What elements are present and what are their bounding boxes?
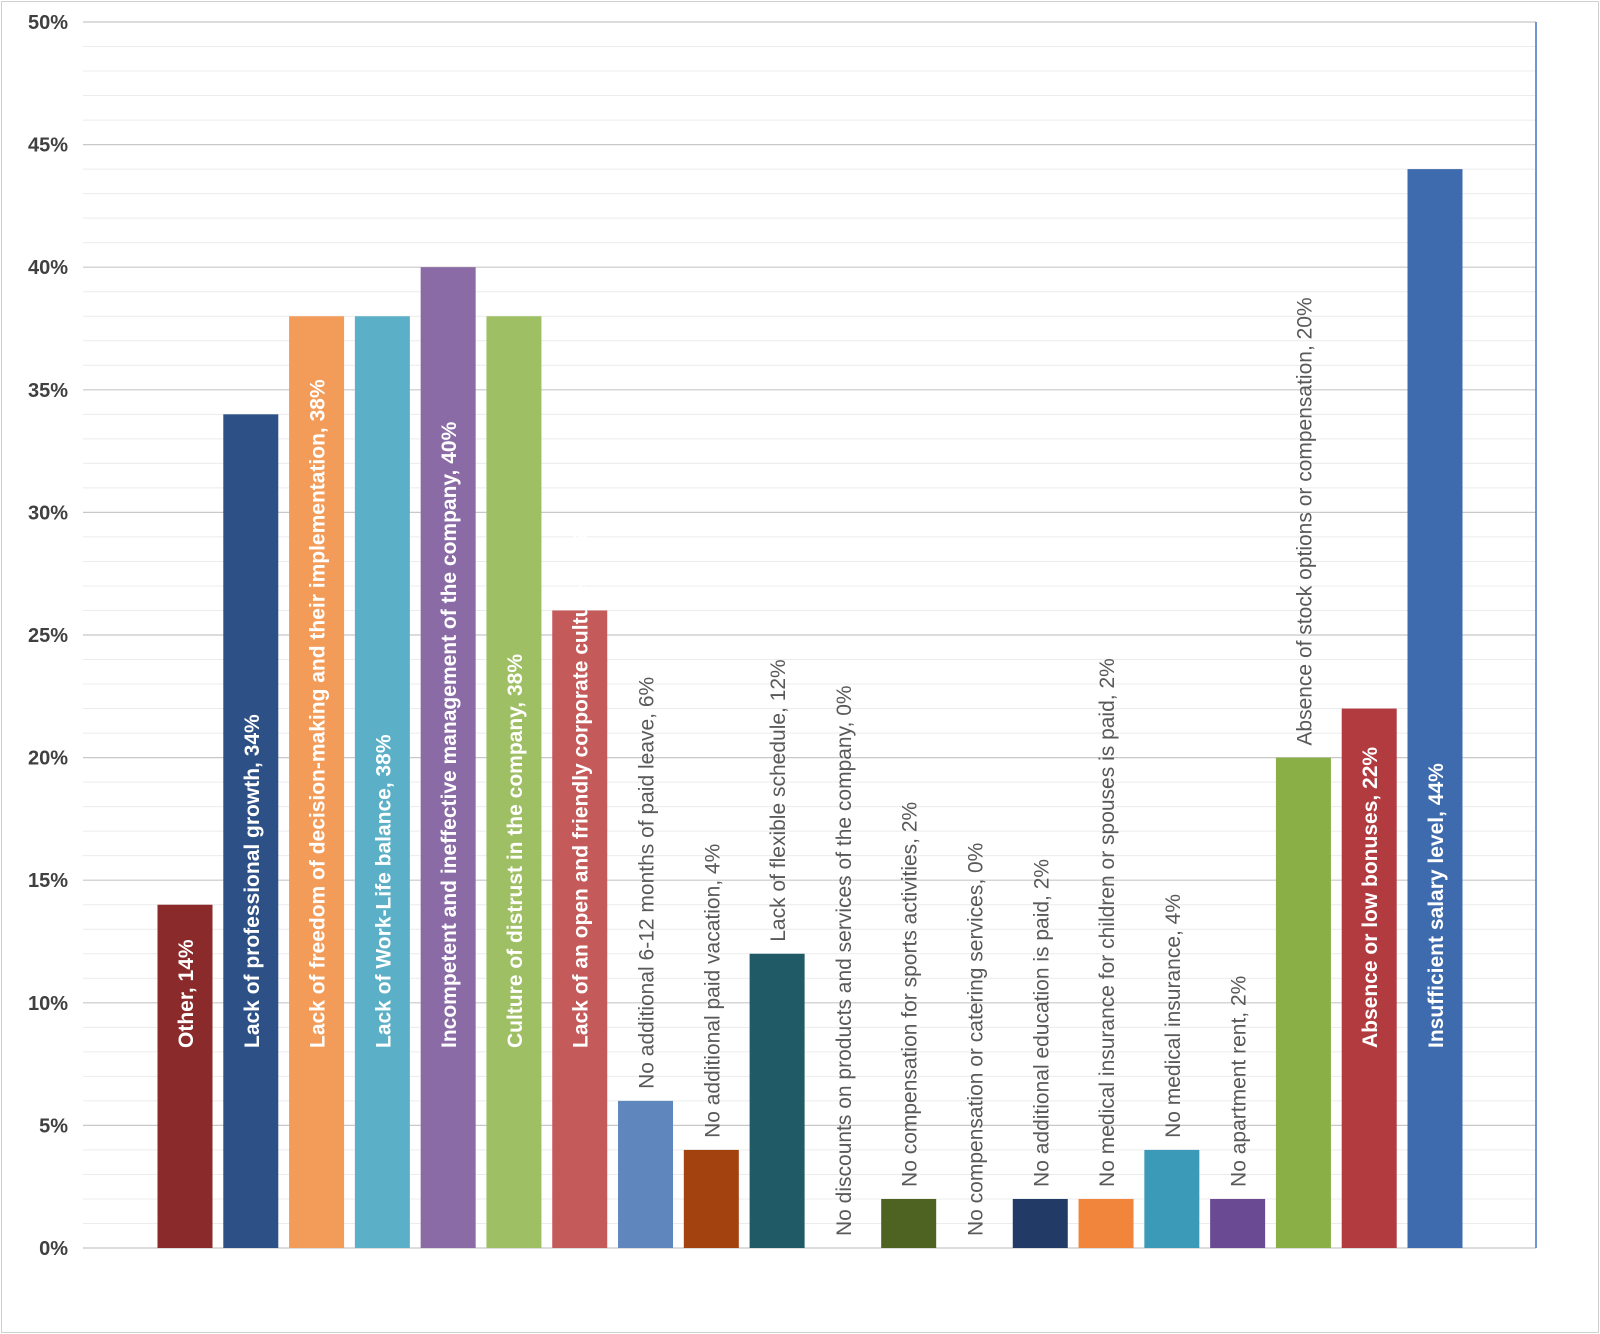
bar (881, 1198, 937, 1248)
bar (1341, 708, 1397, 1248)
data-label: Lack of Work-Life balance, 38% (372, 734, 395, 1048)
data-label: No additional paid vacation, 4% (701, 844, 724, 1138)
bar (1144, 1149, 1200, 1248)
data-label: No apartment rent, 2% (1228, 976, 1251, 1187)
bar (618, 1100, 674, 1248)
y-tick-label: 15% (28, 870, 68, 892)
y-tick-label: 50% (28, 12, 68, 34)
bar (1012, 1198, 1068, 1248)
bar (1078, 1198, 1134, 1248)
data-label: No compensation for sports activities, 2… (899, 802, 922, 1187)
bar (223, 414, 279, 1248)
bar (1275, 757, 1331, 1248)
bar (749, 953, 805, 1248)
bar (1210, 1198, 1266, 1248)
data-label: Lack of professional growth, 34% (241, 714, 264, 1048)
data-label: Insufficient salary level, 44% (1425, 763, 1448, 1048)
data-label: No discounts on products and services of… (833, 685, 856, 1236)
data-label: No medical insurance, 4% (1162, 894, 1185, 1138)
bar (157, 904, 213, 1248)
data-label: No compensation or catering services, 0% (964, 843, 987, 1236)
bar (420, 267, 476, 1248)
y-tick-label: 40% (28, 257, 68, 279)
y-tick-label: 20% (28, 748, 68, 770)
bar (486, 316, 542, 1248)
y-tick-label: 25% (28, 625, 68, 647)
bar (1407, 169, 1463, 1248)
data-label: No additional 6-12 months of paid leave,… (636, 677, 659, 1089)
data-label: Absence or low bonuses, 22% (1359, 747, 1382, 1048)
bar (354, 316, 410, 1248)
data-label: Other, 14% (175, 939, 198, 1048)
data-label: Absence of stock options or compensation… (1293, 297, 1316, 745)
data-label: No medical insurance for children or spo… (1096, 658, 1119, 1187)
y-tick-label: 35% (28, 380, 68, 402)
y-tick-label: 10% (28, 993, 68, 1015)
y-tick-label: 45% (28, 135, 68, 157)
y-tick-label: 30% (28, 502, 68, 524)
data-label: Lack of flexible schedule, 12% (767, 659, 790, 942)
bar (289, 316, 345, 1248)
data-label: Lack of freedom of decision-making and t… (307, 379, 330, 1048)
bar (683, 1149, 739, 1248)
data-label: No additional education is paid, 2% (1030, 859, 1053, 1187)
y-tick-label: 0% (39, 1238, 68, 1260)
bar (552, 610, 608, 1248)
data-label: Culture of distrust in the company, 38% (504, 654, 527, 1048)
y-tick-label: 5% (39, 1115, 68, 1137)
data-label: Lack of an open and friendly corporate c… (570, 531, 593, 1048)
data-label: Incompetent and ineffective management o… (438, 421, 461, 1048)
